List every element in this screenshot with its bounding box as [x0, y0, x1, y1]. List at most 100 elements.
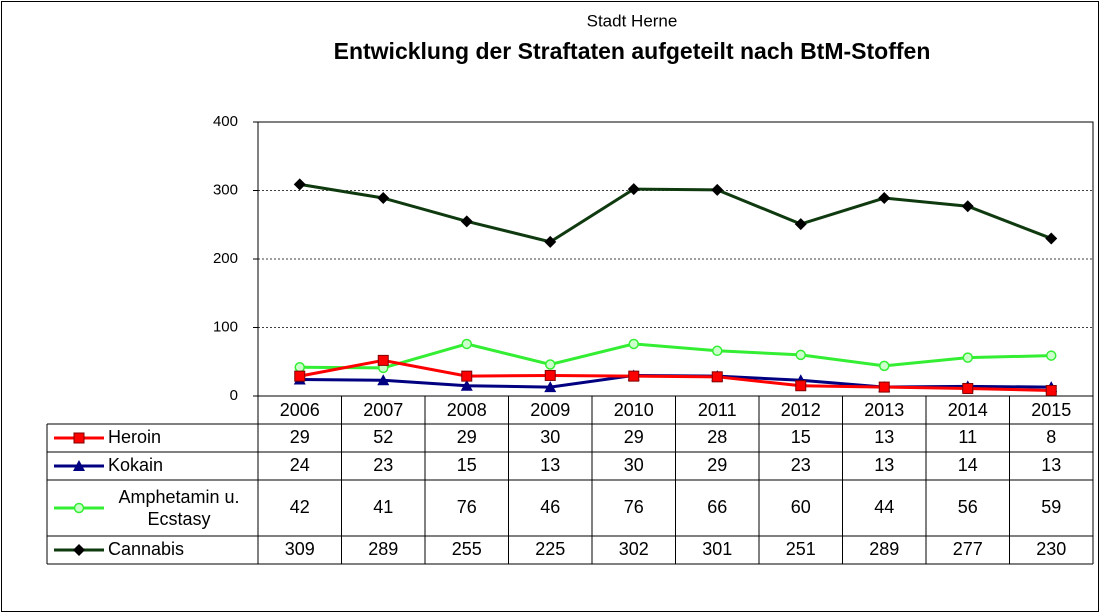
marker	[794, 218, 807, 231]
table-value: 46	[540, 497, 560, 517]
table-value: 42	[290, 497, 310, 517]
legend-label: Kokain	[108, 455, 163, 475]
marker	[712, 345, 723, 357]
table-value: 60	[791, 497, 811, 517]
y-tick-label: 400	[213, 113, 238, 130]
table-value: 59	[1041, 497, 1061, 517]
chart-subtitle: Stadt Herne	[587, 11, 678, 30]
legend-label: Heroin	[108, 427, 161, 447]
x-tick-label: 2013	[864, 400, 904, 420]
table-value: 15	[457, 455, 477, 475]
series-line	[299, 342, 1052, 370]
x-tick-label: 2009	[530, 400, 570, 420]
x-tick-label: 2015	[1031, 400, 1071, 420]
table-value: 277	[953, 539, 983, 559]
marker	[795, 349, 806, 361]
table-value: 29	[457, 427, 477, 447]
table-value: 41	[373, 497, 393, 517]
y-tick-label: 300	[213, 181, 238, 198]
series-line	[299, 358, 1052, 393]
table-value: 289	[368, 539, 398, 559]
x-tick-label: 2006	[280, 400, 320, 420]
marker	[878, 381, 890, 393]
marker	[628, 370, 640, 382]
marker	[711, 371, 723, 383]
marker	[460, 379, 473, 391]
table-value: 13	[1041, 455, 1061, 475]
marker	[73, 460, 85, 471]
table-value: 29	[624, 427, 644, 447]
marker	[544, 369, 556, 381]
marker	[73, 432, 85, 444]
marker	[294, 370, 306, 382]
marker	[878, 192, 891, 205]
marker	[461, 370, 473, 382]
legend-entry: Heroin	[54, 427, 161, 447]
table-value: 56	[958, 497, 978, 517]
marker	[73, 502, 85, 514]
marker	[544, 235, 557, 248]
table-value: 255	[452, 539, 482, 559]
table-value: 23	[373, 455, 393, 475]
table-value: 44	[874, 497, 894, 517]
marker	[461, 338, 472, 350]
table-value: 24	[290, 455, 310, 475]
marker	[795, 380, 807, 392]
marker	[879, 360, 890, 372]
marker	[545, 359, 556, 370]
table-value: 30	[540, 427, 560, 447]
table-value: 23	[791, 455, 811, 475]
marker	[73, 544, 85, 556]
table-value: 29	[707, 455, 727, 475]
x-tick-label: 2008	[447, 400, 487, 420]
table-value: 52	[373, 427, 393, 447]
table-value: 251	[786, 539, 816, 559]
table-value: 76	[624, 497, 644, 517]
marker	[962, 382, 974, 394]
marker	[377, 374, 390, 386]
table-value: 8	[1046, 427, 1056, 447]
marker	[961, 200, 974, 213]
table-value: 230	[1036, 539, 1066, 559]
y-tick-label: 0	[230, 387, 238, 404]
marker	[962, 352, 973, 363]
marker	[460, 215, 473, 228]
series-line	[299, 182, 1052, 244]
marker	[711, 183, 724, 196]
marker	[1046, 350, 1057, 361]
marker	[293, 178, 306, 191]
table-value: 225	[535, 539, 565, 559]
marker	[544, 381, 557, 393]
x-tick-label: 2010	[614, 400, 654, 420]
marker	[1045, 232, 1058, 245]
marker	[628, 338, 639, 350]
legend-entry: Cannabis	[54, 539, 184, 559]
table-value: 13	[540, 455, 560, 475]
table-value: 29	[290, 427, 310, 447]
legend-label: Cannabis	[108, 539, 184, 559]
table-value: 15	[791, 427, 811, 447]
x-tick-label: 2007	[363, 400, 403, 420]
legend-entry: Kokain	[54, 455, 163, 475]
y-tick-label: 100	[213, 318, 238, 335]
chart-title: Entwicklung der Straftaten aufgeteilt na…	[334, 38, 931, 64]
table-value: 309	[285, 539, 315, 559]
marker	[377, 192, 390, 205]
marker	[627, 183, 640, 196]
x-tick-label: 2014	[948, 400, 988, 420]
table-value: 14	[958, 455, 978, 475]
table-value: 13	[874, 455, 894, 475]
legend-label-box: Amphetamin u. Ecstasy	[118, 487, 240, 529]
y-tick-label: 200	[213, 250, 238, 267]
table-value: 302	[619, 539, 649, 559]
table-value: 301	[702, 539, 732, 559]
table-value: 11	[958, 427, 977, 447]
table-value: 28	[707, 427, 727, 447]
table-value: 13	[874, 427, 894, 447]
legend-label: Amphetamin u. Ecstasy	[118, 487, 240, 529]
table-value: 66	[707, 497, 727, 517]
marker	[1045, 385, 1057, 397]
marker	[294, 361, 305, 373]
x-tick-label: 2012	[781, 400, 821, 420]
